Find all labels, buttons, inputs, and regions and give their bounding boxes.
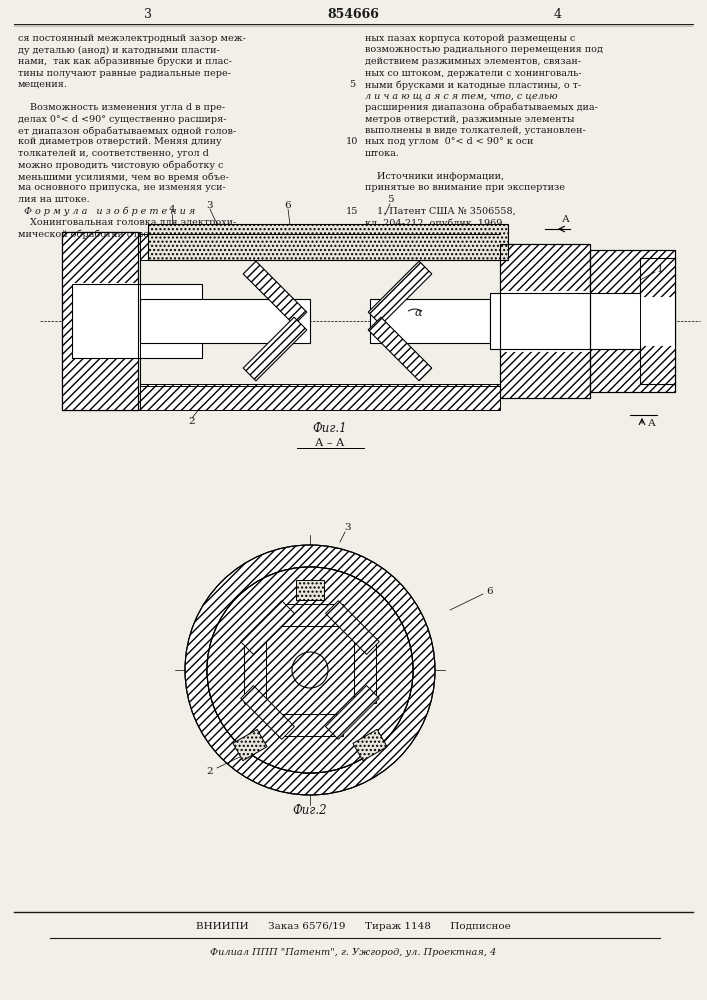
Text: ных под углом  0°< d < 90° к оси: ных под углом 0°< d < 90° к оси [365, 137, 533, 146]
Bar [590, 250, 675, 392]
Text: α: α [414, 308, 422, 318]
Text: принятые во внимание при экспертизе: принятые во внимание при экспертизе [365, 184, 565, 192]
Polygon shape [240, 601, 294, 654]
Text: делах 0°< d <90° существенно расширя-: делах 0°< d <90° существенно расширя- [18, 114, 226, 123]
Text: толкателей и, соответственно, угол d: толкателей и, соответственно, угол d [18, 149, 209, 158]
Bar [500, 244, 590, 398]
Bar [72, 283, 138, 359]
Text: ма основного припуска, не изменяя уси-: ма основного припуска, не изменяя уси- [18, 184, 226, 192]
Text: 6: 6 [285, 200, 291, 210]
Circle shape [292, 652, 328, 688]
Bar [140, 299, 310, 343]
Text: 5: 5 [349, 80, 355, 89]
Bar [70, 370, 132, 388]
Text: А: А [648, 418, 656, 428]
Text: А: А [562, 216, 570, 225]
Bar [490, 293, 640, 349]
Text: Источники информации,: Источники информации, [365, 172, 504, 181]
Polygon shape [368, 317, 432, 381]
Polygon shape [325, 601, 379, 654]
Bar [148, 224, 508, 260]
Text: действием разжимных элементов, связан-: действием разжимных элементов, связан- [365, 57, 581, 66]
Text: тины получают равные радиальные пере-: тины получают равные радиальные пере- [18, 68, 231, 78]
Text: Фиг.2: Фиг.2 [293, 804, 327, 816]
Polygon shape [325, 686, 379, 739]
Text: ВНИИПИ      Заказ 6576/19      Тираж 1148      Подписное: ВНИИПИ Заказ 6576/19 Тираж 1148 Подписно… [196, 922, 510, 931]
Text: л и ч а ю щ а я с я тем, что, с целью: л и ч а ю щ а я с я тем, что, с целью [365, 92, 558, 101]
Bar [62, 232, 138, 410]
Bar [72, 284, 202, 358]
Text: 854666: 854666 [327, 8, 379, 21]
Text: 2: 2 [189, 418, 195, 426]
Text: метров отверстий, разжимные элементы: метров отверстий, разжимные элементы [365, 114, 575, 123]
Text: 5: 5 [387, 196, 393, 205]
Text: расширения диапазона обрабатываемых диа-: расширения диапазона обрабатываемых диа- [365, 103, 598, 112]
Bar [370, 299, 490, 343]
Text: нами,  так как абразивные бруски и плас-: нами, так как абразивные бруски и плас- [18, 57, 232, 66]
Text: можно проводить чистовую обработку с: можно проводить чистовую обработку с [18, 160, 223, 170]
Text: 4: 4 [169, 206, 175, 215]
Polygon shape [368, 261, 432, 325]
Text: 2: 2 [206, 768, 214, 776]
Text: мической обработки отверстий, в продоль-: мической обработки отверстий, в продоль- [18, 230, 238, 239]
Text: 3: 3 [345, 524, 351, 532]
Polygon shape [244, 638, 266, 702]
Text: 1: 1 [657, 265, 663, 274]
Polygon shape [353, 729, 387, 761]
Text: кл. 204-212, опублик. 1969.: кл. 204-212, опублик. 1969. [365, 218, 506, 228]
Text: 6: 6 [486, 587, 493, 596]
Text: ных со штоком, держатели с хонинговаль-: ных со штоком, держатели с хонинговаль- [365, 68, 582, 78]
Text: Ф о р м у л а   и з о б р е т е н и я: Ф о р м у л а и з о б р е т е н и я [18, 207, 195, 216]
Text: выполнены в виде толкателей, установлен-: выполнены в виде толкателей, установлен- [365, 126, 586, 135]
Polygon shape [354, 638, 376, 702]
Text: 3: 3 [144, 8, 152, 21]
Text: возможностью радиального перемещения под: возможностью радиального перемещения под [365, 45, 603, 54]
Polygon shape [240, 686, 294, 739]
Bar [590, 250, 675, 392]
Bar [597, 297, 675, 345]
Polygon shape [278, 604, 342, 626]
Text: лия на штоке.: лия на штоке. [18, 195, 90, 204]
Circle shape [207, 567, 413, 773]
Text: кой диаметров отверстий. Меняя длину: кой диаметров отверстий. Меняя длину [18, 137, 221, 146]
Text: 10: 10 [346, 137, 358, 146]
Text: ся постоянный межэлектродный зазор меж-: ся постоянный межэлектродный зазор меж- [18, 34, 246, 43]
Polygon shape [243, 261, 307, 325]
Text: Филиал ППП "Патент", г. Ужгород, ул. Проектная, 4: Филиал ППП "Патент", г. Ужгород, ул. Про… [210, 948, 496, 957]
Bar [62, 232, 138, 410]
Text: Фиг.1: Фиг.1 [312, 422, 347, 434]
Text: меньшими усилиями, чем во время объе-: меньшими усилиями, чем во время объе- [18, 172, 229, 182]
Text: 4: 4 [554, 8, 562, 21]
Bar [640, 258, 675, 384]
Text: ет диапазон обрабатываемых одной голов-: ет диапазон обрабатываемых одной голов- [18, 126, 236, 135]
Text: штока.: штока. [365, 149, 400, 158]
Text: 15: 15 [346, 207, 358, 216]
Text: ду деталью (анод) и катодными пласти-: ду деталью (анод) и катодными пласти- [18, 45, 220, 55]
Text: Возможность изменения угла d в пре-: Возможность изменения угла d в пре- [18, 103, 225, 112]
Text: 1. Патент США № 3506558,: 1. Патент США № 3506558, [365, 207, 515, 216]
Bar [500, 291, 590, 351]
Text: А – А: А – А [315, 438, 345, 448]
Text: 3: 3 [206, 200, 214, 210]
Polygon shape [296, 580, 324, 600]
Wedge shape [185, 545, 435, 795]
Text: ными брусками и катодные пластины, о т-: ными брусками и катодные пластины, о т- [365, 80, 581, 90]
Polygon shape [243, 317, 307, 381]
Text: ных пазах корпуса которой размещены с: ных пазах корпуса которой размещены с [365, 34, 575, 43]
Bar [140, 234, 500, 260]
Polygon shape [233, 729, 267, 761]
Text: Хонинговальная головка для электрохи-: Хонинговальная головка для электрохи- [18, 218, 236, 227]
Bar [70, 254, 140, 388]
Bar [140, 384, 500, 410]
Polygon shape [278, 714, 342, 736]
Text: мещения.: мещения. [18, 80, 68, 89]
Bar [70, 254, 132, 272]
Bar [62, 232, 140, 410]
Bar [500, 244, 590, 398]
